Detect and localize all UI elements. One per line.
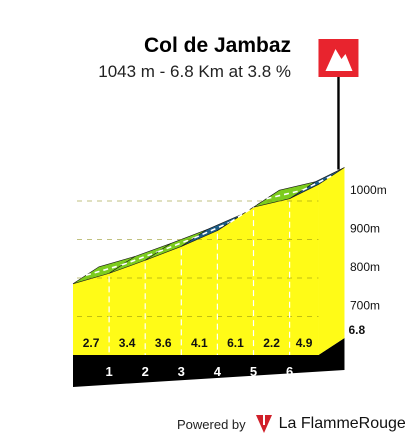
elevation-tick-label-2: 800m xyxy=(350,260,380,274)
km-tick-label-4: 4 xyxy=(214,364,222,379)
footer: Powered by La FlammeRouge xyxy=(177,414,405,434)
gradient-label-2: 3.4 xyxy=(119,336,136,350)
gradient-label-1: 2.7 xyxy=(83,336,100,350)
profile-top-segment-7 xyxy=(289,167,345,199)
mountain-peak-icon xyxy=(325,49,353,71)
profile-base-band xyxy=(73,338,345,387)
gradient-label-6: 2.2 xyxy=(263,336,280,350)
gradient-label-7: 4.9 xyxy=(296,336,313,350)
km-tick-label-6: 6 xyxy=(286,364,293,379)
profile-top-dash-1 xyxy=(85,264,123,277)
profile-top-dash-3 xyxy=(157,237,195,253)
elevation-tick-label-3: 900m xyxy=(350,222,380,236)
profile-end-face xyxy=(318,167,345,355)
profile-top-dash-4 xyxy=(193,221,231,239)
brand-name[interactable]: La FlammeRouge xyxy=(278,415,405,432)
km-tick-label-1: 1 xyxy=(105,364,112,379)
profile-front-face xyxy=(73,184,319,355)
km-tick-label-5: 5 xyxy=(250,364,257,379)
gradient-label-3: 3.6 xyxy=(155,336,172,350)
gradient-label-5: 6.1 xyxy=(227,336,244,350)
flame-logo-icon xyxy=(255,415,272,433)
powered-by-text: Powered by xyxy=(177,416,246,432)
elevation-tick-label-4: 1000m xyxy=(350,183,387,197)
km-tick-label-3: 3 xyxy=(178,364,185,379)
km-end-label: 6.8 xyxy=(348,323,365,337)
profile-top-dash-5 xyxy=(229,197,267,223)
climb-subtitle: 1043 m - 6.8 Km at 3.8 % xyxy=(98,62,291,81)
gradient-label-4: 4.1 xyxy=(191,336,208,350)
elevation-tick-label-1: 700m xyxy=(350,299,380,313)
profile-top-dash-6 xyxy=(266,189,303,200)
km-tick-label-2: 2 xyxy=(142,364,149,379)
climb-title: Col de Jambaz xyxy=(143,34,291,57)
profile-top-dash-2 xyxy=(121,251,159,266)
